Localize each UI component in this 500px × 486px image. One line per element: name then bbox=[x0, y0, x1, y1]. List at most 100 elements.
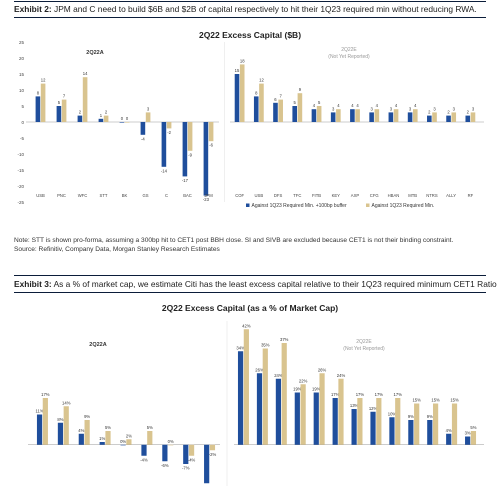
y-tick-label: -10 bbox=[17, 152, 24, 157]
bar-required-min bbox=[300, 384, 306, 445]
group-label-estimate: 2Q22E bbox=[341, 47, 357, 53]
data-label: 4 bbox=[414, 103, 417, 108]
category-label: USB bbox=[36, 193, 45, 198]
data-label: 4 bbox=[356, 103, 359, 108]
bar-required-min bbox=[451, 112, 457, 122]
data-label: 3 bbox=[332, 106, 335, 111]
exhibit-3-bottom-rule bbox=[14, 292, 486, 293]
data-label: 19% bbox=[293, 387, 302, 392]
bar-buffer bbox=[141, 444, 147, 456]
data-label: 42% bbox=[242, 323, 251, 328]
data-label: 5% bbox=[470, 425, 476, 430]
data-label: 5% bbox=[147, 425, 153, 430]
exhibit-2-source: Source: Refinitiv, Company Data, Morgan … bbox=[14, 246, 220, 253]
data-label: -23 bbox=[203, 197, 210, 202]
bar-buffer bbox=[427, 420, 433, 445]
data-label: 5 bbox=[294, 100, 297, 105]
category-label: RF bbox=[468, 193, 474, 198]
bar-buffer bbox=[162, 444, 168, 462]
data-label: 0 bbox=[121, 116, 124, 121]
bar-required-min bbox=[188, 444, 195, 456]
data-label: -4 bbox=[141, 136, 145, 141]
data-label: 2 bbox=[105, 110, 108, 115]
bar-required-min bbox=[395, 398, 401, 445]
bar-required-min bbox=[338, 378, 344, 445]
y-tick-label: -20 bbox=[17, 184, 24, 189]
data-label: 4 bbox=[337, 103, 340, 108]
data-label: 15% bbox=[450, 398, 459, 403]
data-label: 2 bbox=[447, 110, 450, 115]
data-label: 7 bbox=[63, 94, 66, 99]
bar-buffer bbox=[389, 417, 395, 445]
exhibit-3-title: Exhibit 3: As a % of market cap, we esti… bbox=[14, 279, 497, 289]
category-label: FITB bbox=[312, 193, 321, 198]
bar-required-min bbox=[209, 444, 216, 451]
bar-required-min bbox=[40, 83, 46, 122]
bar-required-min bbox=[168, 444, 174, 446]
data-label: 5 bbox=[58, 100, 61, 105]
bar-buffer bbox=[161, 122, 167, 167]
bar-buffer bbox=[350, 109, 355, 122]
data-label: 0 bbox=[126, 116, 129, 121]
legend-swatch bbox=[246, 203, 250, 207]
group-label-actual: 2Q22A bbox=[89, 342, 106, 348]
data-label: 9% bbox=[427, 414, 433, 419]
data-label: 17% bbox=[375, 392, 384, 397]
data-label: 3% bbox=[465, 431, 471, 436]
bar-buffer bbox=[332, 398, 338, 445]
data-label: -2 bbox=[167, 130, 171, 135]
data-label: 3 bbox=[390, 106, 393, 111]
bar-buffer bbox=[294, 392, 300, 445]
data-label: 13% bbox=[350, 403, 359, 408]
category-label: ALLY bbox=[446, 193, 456, 198]
bar-required-min bbox=[355, 109, 360, 122]
y-tick-label: -25 bbox=[17, 200, 24, 205]
bar-required-min bbox=[451, 403, 458, 445]
data-label: 3 bbox=[433, 106, 436, 111]
data-label: 22% bbox=[299, 378, 308, 383]
data-label: 3 bbox=[472, 106, 475, 111]
bar-required-min bbox=[126, 439, 132, 445]
data-label: 4 bbox=[351, 103, 354, 108]
bar-buffer bbox=[446, 115, 451, 122]
category-label: NTRS bbox=[426, 193, 438, 198]
bar-buffer bbox=[313, 392, 319, 445]
data-label: 17% bbox=[394, 392, 403, 397]
bar-required-min bbox=[82, 77, 88, 122]
data-label: 18 bbox=[240, 58, 245, 63]
bar-required-min bbox=[166, 122, 172, 129]
bar-buffer bbox=[183, 444, 189, 464]
bar-buffer bbox=[465, 436, 471, 445]
data-label: 24% bbox=[274, 373, 283, 378]
y-tick-label: 15 bbox=[19, 72, 25, 77]
category-label: PNC bbox=[57, 193, 66, 198]
bar-required-min bbox=[124, 122, 130, 123]
data-label: 1% bbox=[99, 436, 105, 441]
data-label: 8% bbox=[57, 417, 63, 422]
bar-required-min bbox=[145, 112, 151, 122]
data-label: 2 bbox=[428, 110, 431, 115]
data-label: 12 bbox=[259, 78, 264, 83]
data-label: 37% bbox=[280, 337, 289, 342]
category-label: AXP bbox=[351, 193, 360, 198]
category-label: WFC bbox=[78, 193, 88, 198]
bar-required-min bbox=[42, 398, 48, 445]
bar-buffer bbox=[351, 409, 357, 445]
bar-buffer bbox=[237, 351, 244, 445]
category-label: CFG bbox=[370, 193, 379, 198]
bar-required-min bbox=[319, 373, 325, 445]
data-label: 0% bbox=[168, 439, 174, 444]
data-label: 17% bbox=[331, 392, 340, 397]
exhibit-2-label: Exhibit 2: bbox=[14, 4, 52, 14]
data-label: -14 bbox=[161, 168, 168, 173]
bar-required-min bbox=[239, 64, 245, 122]
category-label: DFS bbox=[274, 193, 283, 198]
bar-buffer bbox=[119, 122, 125, 123]
bar-required-min bbox=[357, 398, 363, 445]
bar-buffer bbox=[204, 444, 210, 484]
data-label: 8 bbox=[255, 90, 258, 95]
bar-buffer bbox=[36, 414, 43, 445]
bar-buffer bbox=[388, 112, 394, 122]
bar-buffer bbox=[182, 122, 188, 177]
bar-buffer bbox=[78, 433, 84, 445]
